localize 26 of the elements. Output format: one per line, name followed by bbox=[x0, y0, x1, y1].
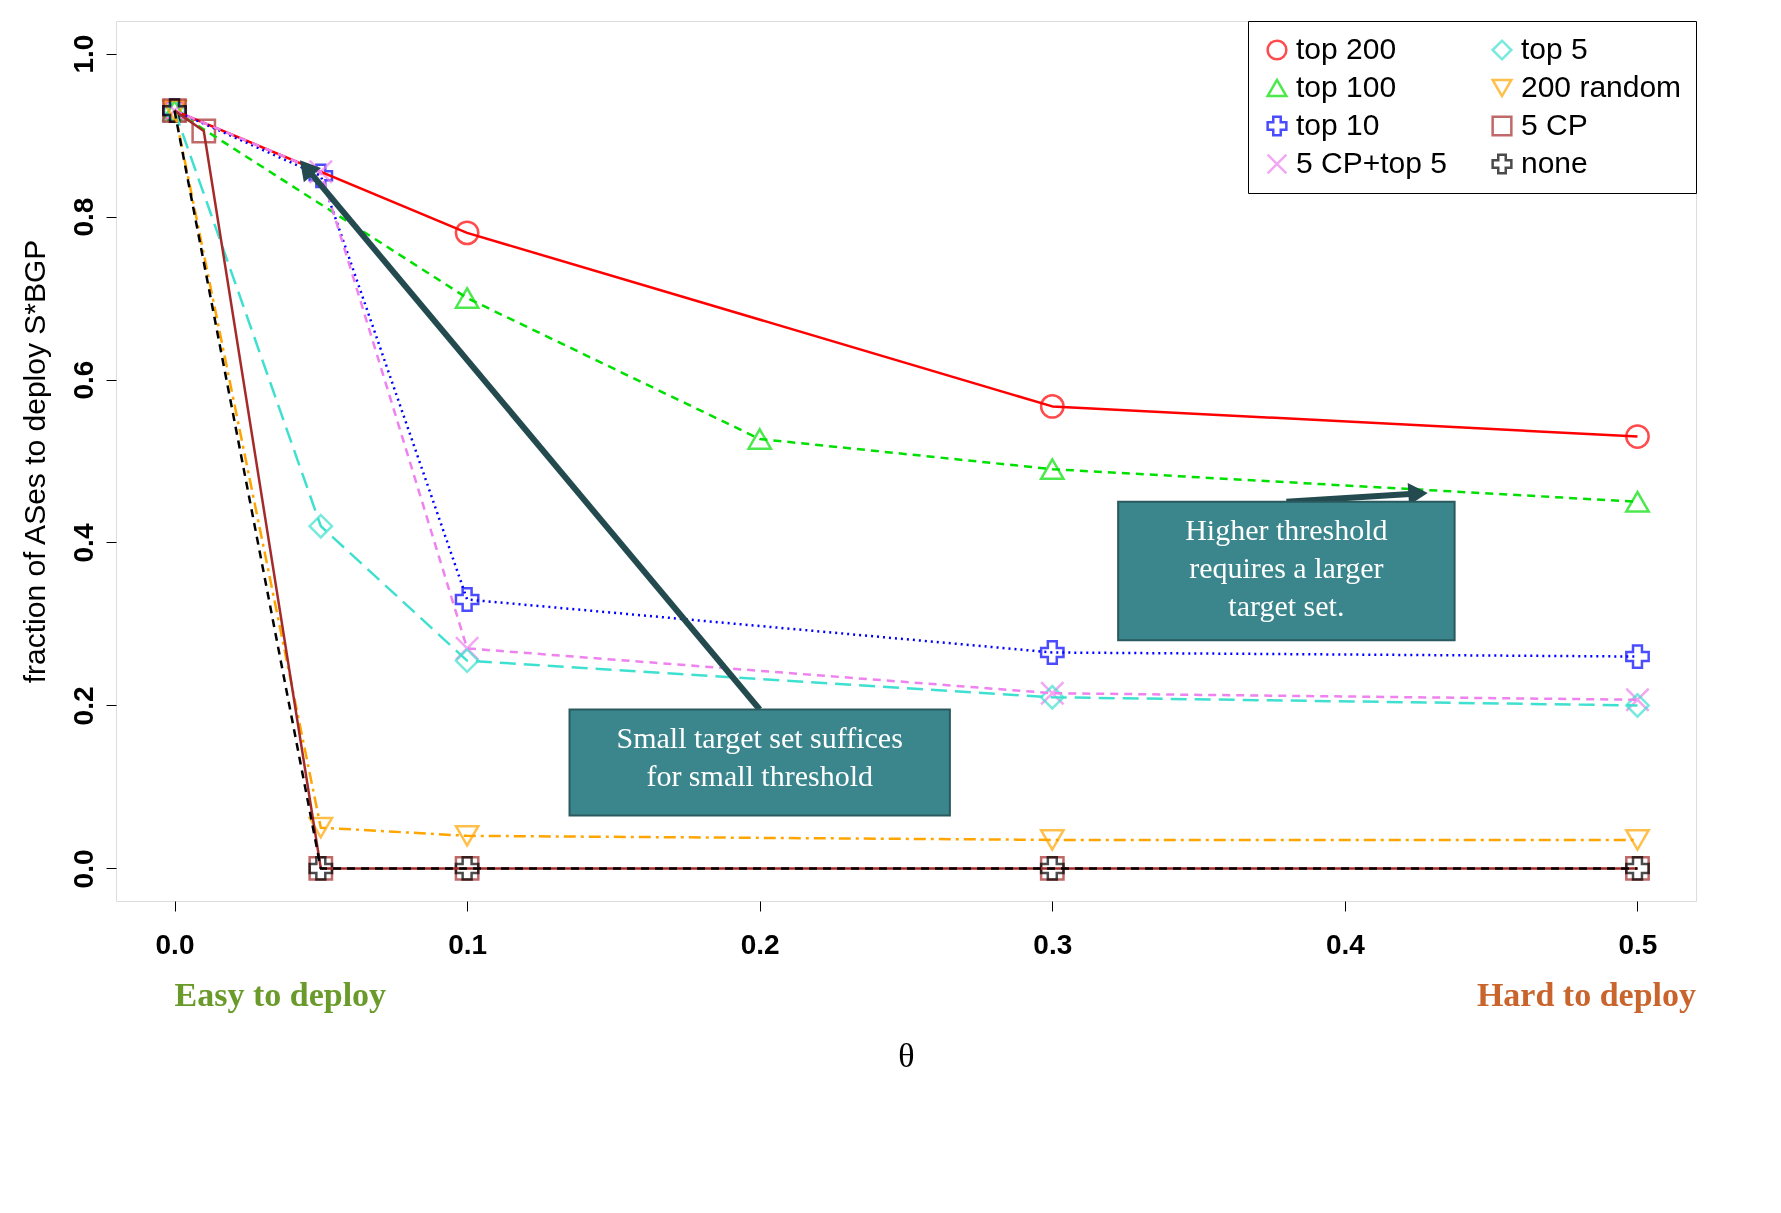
y-tick-label: 0.6 bbox=[67, 360, 99, 400]
legend-label: 200 random bbox=[1521, 70, 1682, 103]
legend-label: top 10 bbox=[1296, 108, 1380, 141]
legend-label: top 200 bbox=[1296, 32, 1397, 65]
text: Easy to deploy bbox=[174, 976, 387, 1013]
x-tick-label: 0.0 bbox=[155, 928, 195, 960]
annotation: Higher threshold requires a larger target set. bbox=[1185, 512, 1388, 622]
y-tick-label: 1.0 bbox=[67, 34, 99, 74]
y-axis-title: fraction of ASes to deploy S*BGP bbox=[17, 239, 51, 684]
x-axis-title: θ bbox=[898, 1036, 915, 1074]
legend-label: top 5 bbox=[1521, 32, 1588, 65]
y-tick-label: 0.0 bbox=[67, 849, 99, 889]
x-tick-label: 0.3 bbox=[1033, 928, 1073, 960]
annotation: Small target set suffices for small threshold bbox=[616, 720, 903, 792]
x-tick-label: 0.4 bbox=[1325, 928, 1366, 960]
y-tick-label: 0.8 bbox=[67, 197, 99, 237]
legend-label: top 100 bbox=[1296, 70, 1397, 103]
x-tick-label: 0.1 bbox=[448, 928, 488, 960]
y-tick-label: 0.4 bbox=[67, 523, 99, 563]
legend-label: none bbox=[1521, 146, 1588, 179]
text: Hard to deploy bbox=[1476, 976, 1696, 1013]
x-tick-label: 0.5 bbox=[1618, 928, 1658, 960]
y-tick-label: 0.2 bbox=[67, 686, 99, 726]
legend-label: 5 CP bbox=[1521, 108, 1588, 141]
x-tick-label: 0.2 bbox=[740, 928, 780, 960]
legend-label: 5 CP+top 5 bbox=[1296, 146, 1447, 179]
